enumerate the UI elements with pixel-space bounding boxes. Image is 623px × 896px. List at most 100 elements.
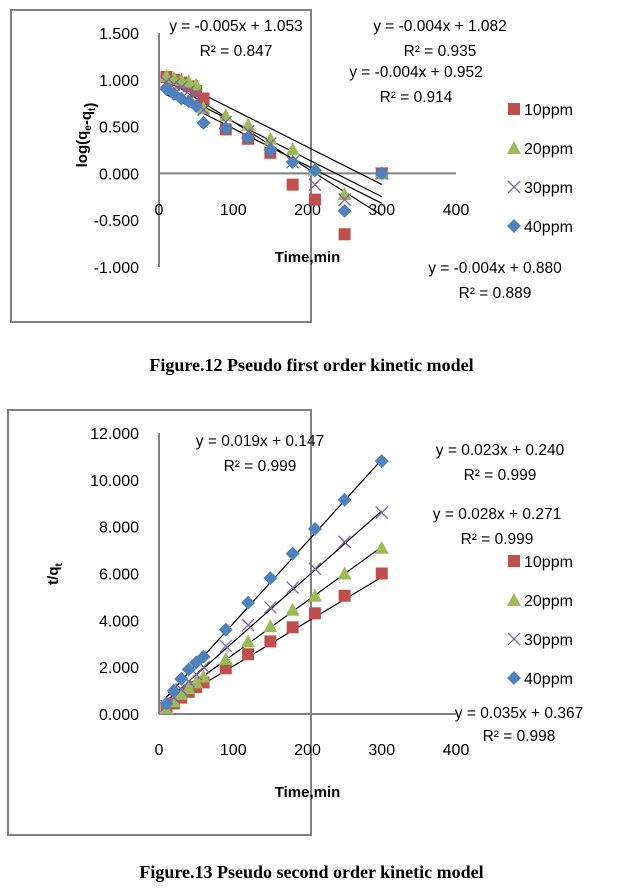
legend-marker-10ppm xyxy=(508,555,520,567)
data-point-40ppm xyxy=(285,546,300,561)
legend-label-20ppm: 20ppm xyxy=(524,141,573,158)
equation-10ppm: y = -0.005x + 1.053 xyxy=(169,18,303,35)
data-point-40ppm xyxy=(166,683,181,698)
data-point-40ppm xyxy=(196,649,211,664)
data-point-10ppm xyxy=(264,635,277,648)
r-squared-20ppm: R² = 0.999 xyxy=(464,467,537,484)
data-point-40ppm xyxy=(218,121,233,136)
data-point-30ppm xyxy=(308,178,322,192)
chart2-pseudo-second-order: 12.000 10.000 8.000 6.000 4.000 2.000 0.000 0 10… xyxy=(45,426,583,801)
data-point-20ppm xyxy=(181,681,196,695)
data-point-40ppm xyxy=(285,155,300,170)
data-point-40ppm xyxy=(189,99,204,114)
series-40ppm xyxy=(159,454,389,711)
data-point-20ppm xyxy=(263,619,278,633)
data-point-40ppm xyxy=(374,454,389,469)
y-tick-label: 4.000 xyxy=(99,613,139,630)
equation-20ppm: y = 0.023x + 0.240 xyxy=(436,442,565,459)
data-point-30ppm xyxy=(375,506,389,520)
data-point-40ppm xyxy=(374,166,389,181)
data-point-30ppm xyxy=(241,618,255,632)
legend: 10ppm 20ppm 30ppm 40ppm xyxy=(507,102,573,236)
data-point-10ppm xyxy=(308,193,321,206)
data-point-40ppm xyxy=(218,622,233,637)
data-point-20ppm xyxy=(181,74,196,88)
data-point-20ppm xyxy=(285,142,300,156)
data-point-30ppm xyxy=(159,75,173,89)
legend-marker-30ppm xyxy=(507,180,521,194)
data-point-10ppm xyxy=(375,567,388,580)
y-tick-label: -1.000 xyxy=(94,260,139,277)
data-point-20ppm xyxy=(241,634,256,648)
x-tick-label: 100 xyxy=(220,202,247,219)
y-tick-label: 0.000 xyxy=(99,166,139,183)
data-point-30ppm xyxy=(338,535,352,549)
data-point-30ppm xyxy=(263,600,277,614)
data-point-40ppm xyxy=(196,115,211,130)
x-tick-label: 300 xyxy=(368,742,395,759)
r-squared-40ppm: R² = 0.889 xyxy=(459,285,532,302)
data-point-20ppm xyxy=(307,588,322,602)
x-tick-label: 200 xyxy=(294,742,321,759)
r-squared-10ppm: R² = 0.999 xyxy=(224,458,297,475)
r-squared-10ppm: R² = 0.847 xyxy=(200,43,273,60)
chart1-frame xyxy=(10,9,312,323)
legend-label-40ppm: 40ppm xyxy=(524,219,573,236)
data-point-20ppm xyxy=(337,566,352,580)
r-squared-20ppm: R² = 0.935 xyxy=(404,43,477,60)
y-tick-label: 1.000 xyxy=(99,73,139,90)
series-40ppm xyxy=(159,82,389,218)
data-point-30ppm xyxy=(338,193,352,207)
r-squared-30ppm: R² = 0.999 xyxy=(461,531,534,548)
legend-marker-20ppm xyxy=(507,141,521,154)
y-axis-label: log(qe-qt) xyxy=(74,103,99,168)
chart1-pseudo-first-order: 1.500 1.000 0.500 0.000 -0.500 -1.000 0 100 200 3… xyxy=(74,18,573,302)
data-point-40ppm xyxy=(337,492,352,507)
data-point-40ppm xyxy=(159,696,174,711)
data-point-20ppm xyxy=(285,602,300,616)
equation-30ppm: y = 0.028x + 0.271 xyxy=(433,506,561,523)
legend-label-20ppm: 20ppm xyxy=(524,593,573,610)
data-point-40ppm xyxy=(307,522,322,537)
data-point-10ppm xyxy=(242,648,255,661)
y-axis-label: t/qt xyxy=(45,563,65,585)
data-point-30ppm xyxy=(308,562,322,576)
legend-marker-40ppm xyxy=(507,219,521,233)
data-point-20ppm xyxy=(196,669,211,683)
y-tick-label: 1.500 xyxy=(99,26,139,43)
y-tick-label: 6.000 xyxy=(99,567,139,584)
data-point-40ppm xyxy=(263,571,278,586)
data-point-40ppm xyxy=(263,143,278,157)
legend-marker-10ppm xyxy=(508,103,520,115)
x-tick-label: 400 xyxy=(443,202,470,219)
figure12-caption: Figure.12 Pseudo first order kinetic mod… xyxy=(149,355,474,375)
legend-marker-40ppm xyxy=(507,671,521,685)
data-point-20ppm xyxy=(374,540,389,554)
legend-marker-20ppm xyxy=(507,593,521,606)
y-tick-label: 0.500 xyxy=(99,120,139,137)
data-point-20ppm xyxy=(174,687,189,701)
y-tick-label: 12.000 xyxy=(90,426,139,443)
data-point-30ppm xyxy=(286,581,300,595)
x-axis-label: Time,min xyxy=(275,784,341,801)
data-point-10ppm xyxy=(286,621,299,634)
legend-label-10ppm: 10ppm xyxy=(524,102,573,119)
legend-label-10ppm: 10ppm xyxy=(524,554,573,571)
y-tick-label: 0.000 xyxy=(99,707,139,724)
data-point-10ppm xyxy=(286,178,299,191)
data-point-10ppm xyxy=(308,607,321,620)
equation-30ppm: y = -0.004x + 0.952 xyxy=(349,64,483,81)
r-squared-30ppm: R² = 0.914 xyxy=(380,89,453,106)
data-point-10ppm xyxy=(338,589,351,602)
data-point-10ppm xyxy=(338,228,351,241)
figure13-caption: Figure.13 Pseudo second order kinetic mo… xyxy=(139,862,484,882)
y-tick-label: 10.000 xyxy=(90,473,139,490)
equation-40ppm: y = -0.004x + 0.880 xyxy=(428,260,562,277)
legend-label-30ppm: 30ppm xyxy=(524,180,573,197)
equation-10ppm: y = 0.019x + 0.147 xyxy=(196,433,324,450)
x-axis-label: Time,min xyxy=(275,249,341,266)
data-point-20ppm xyxy=(196,100,211,114)
data-point-40ppm xyxy=(337,203,352,218)
x-tick-label: 400 xyxy=(443,742,470,759)
x-tick-label: 200 xyxy=(294,202,321,219)
